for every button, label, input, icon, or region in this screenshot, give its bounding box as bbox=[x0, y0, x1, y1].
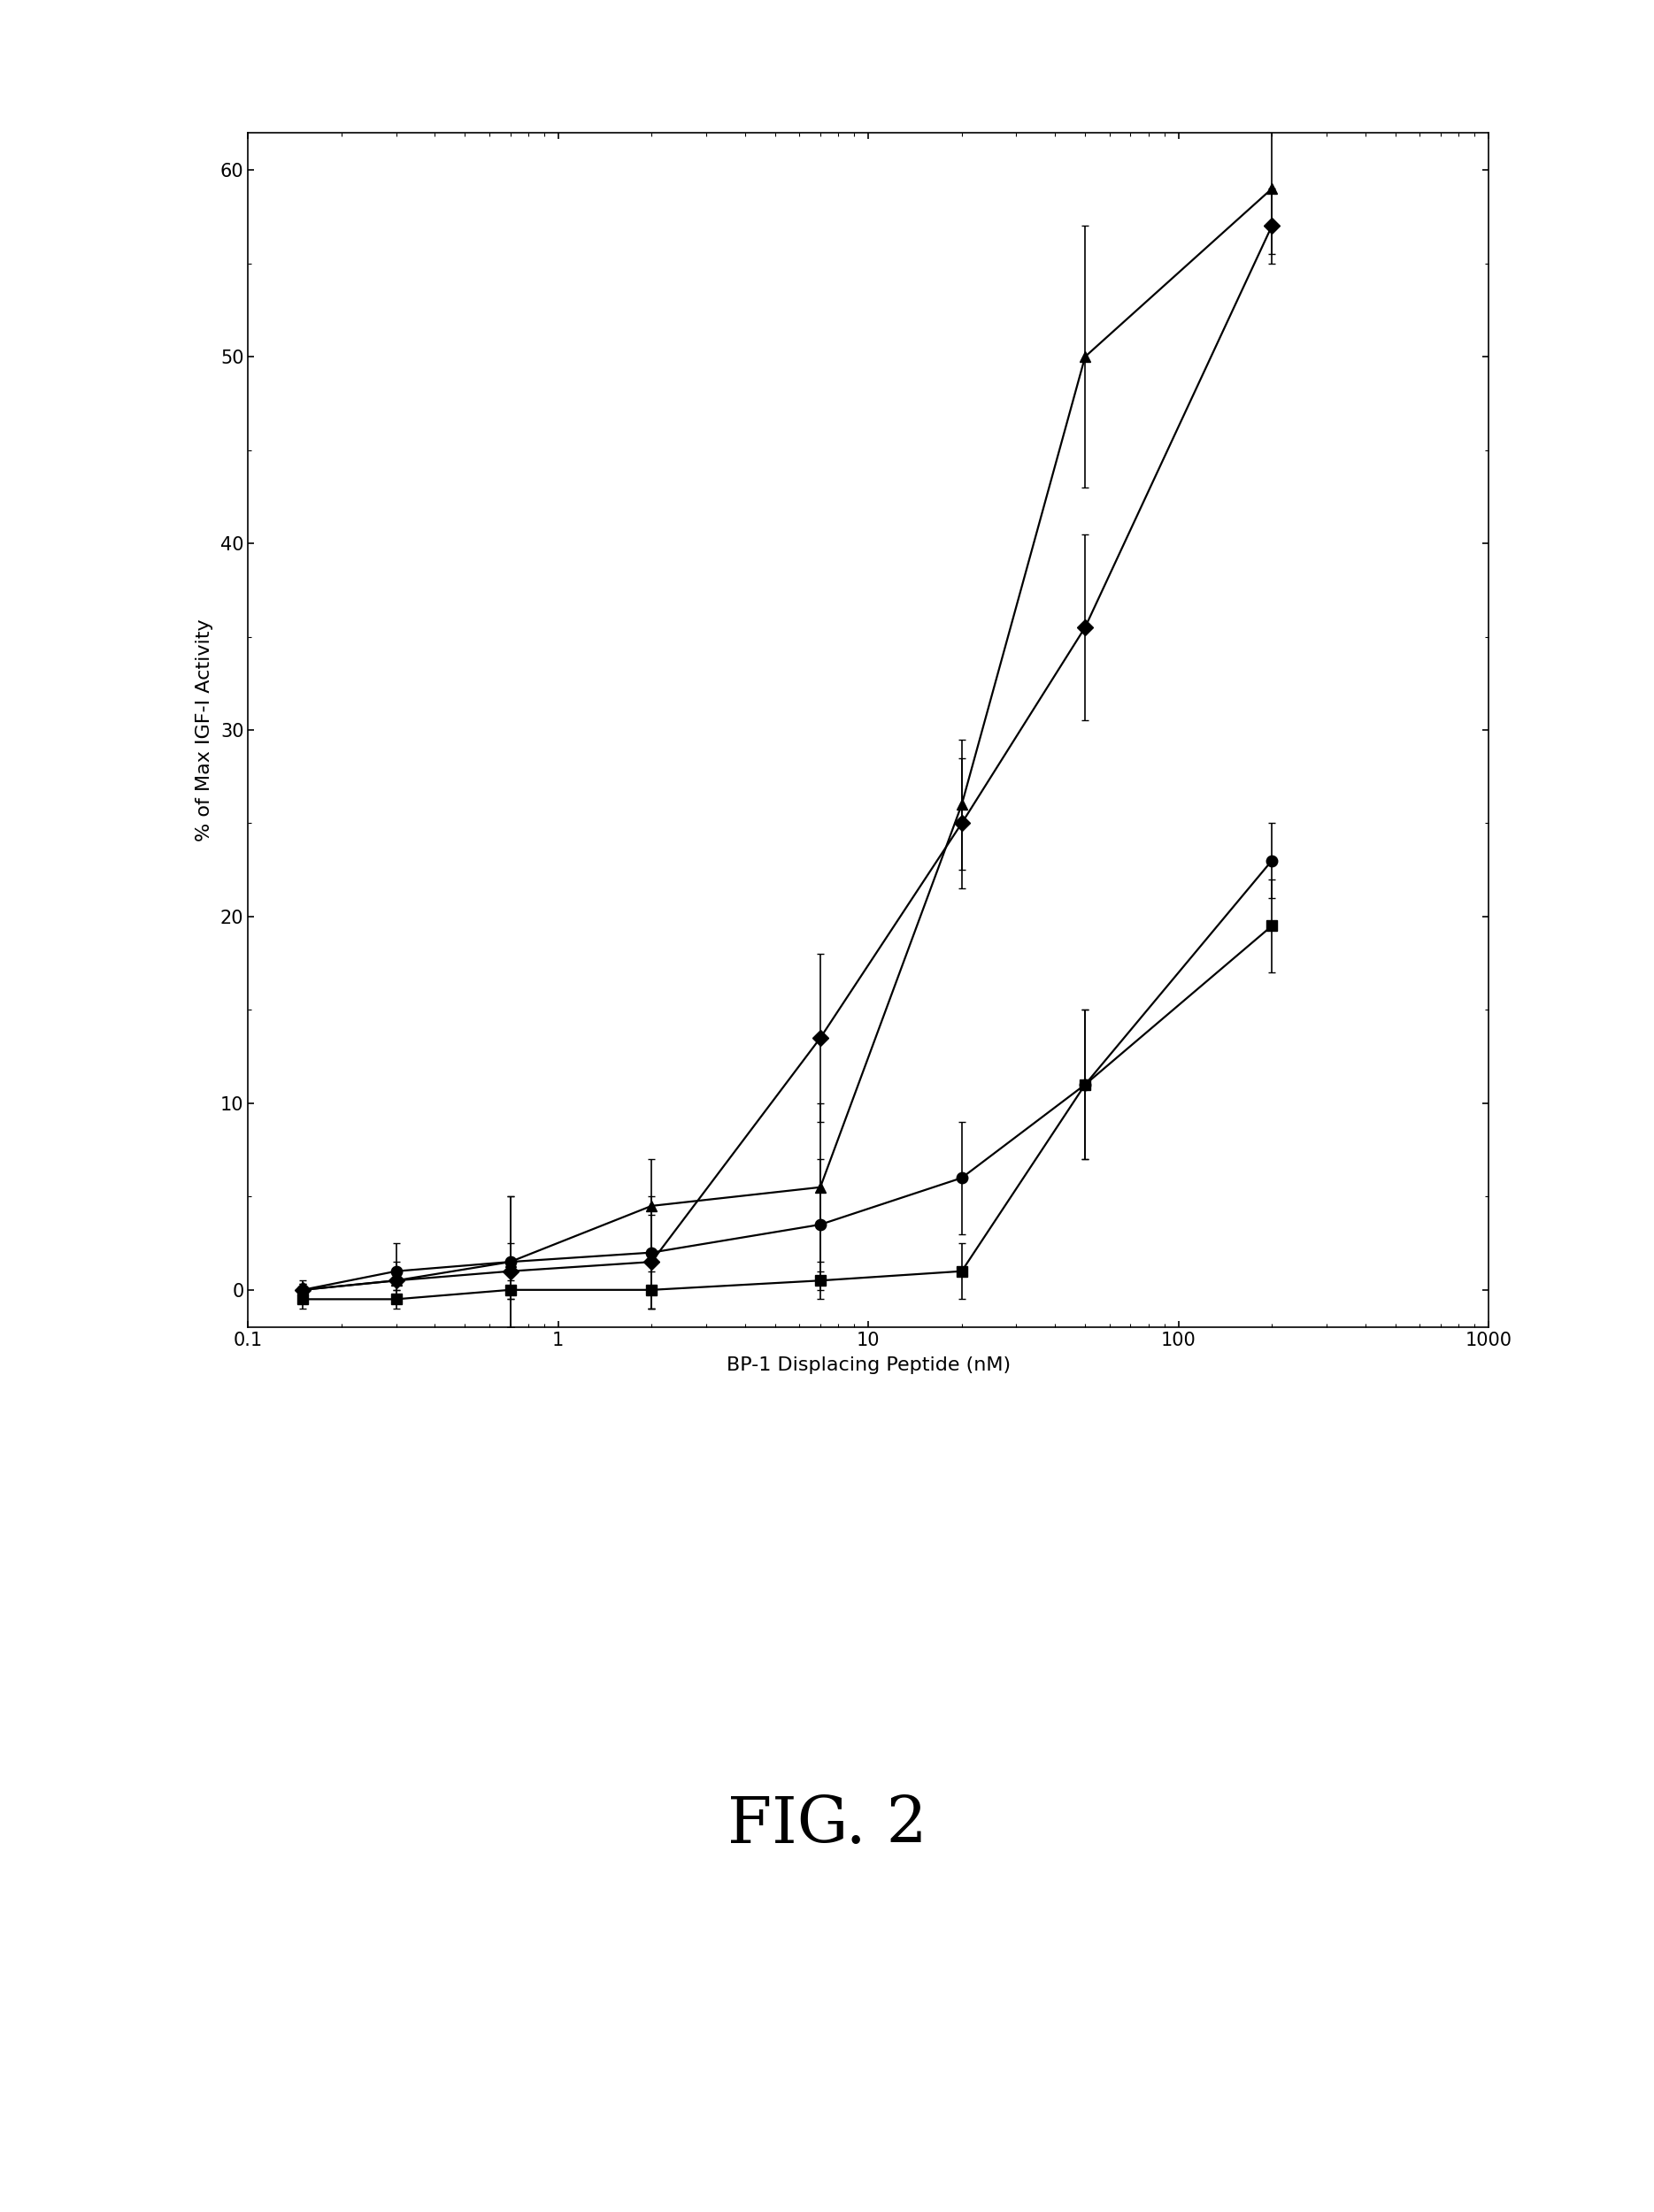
X-axis label: BP-1 Displacing Peptide (nM): BP-1 Displacing Peptide (nM) bbox=[726, 1356, 1011, 1374]
Text: FIG. 2: FIG. 2 bbox=[728, 1794, 926, 1856]
Y-axis label: % of Max IGF-I Activity: % of Max IGF-I Activity bbox=[195, 619, 213, 841]
